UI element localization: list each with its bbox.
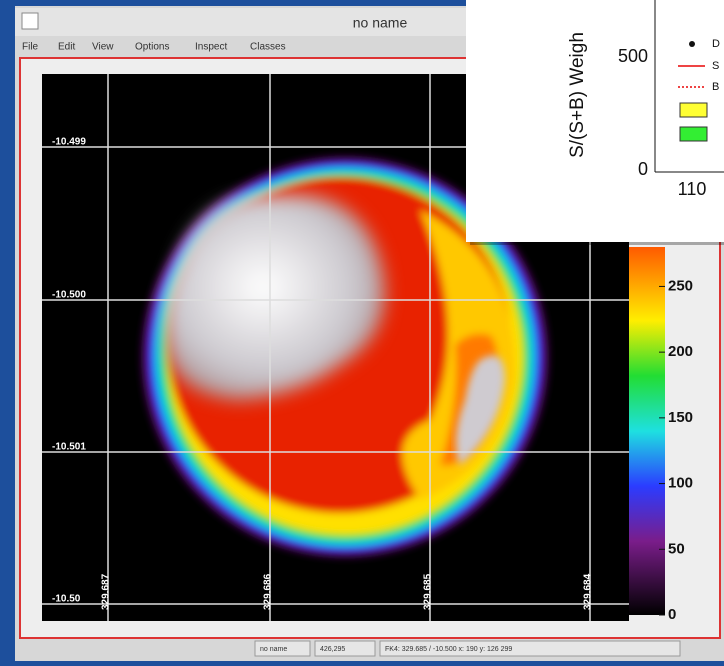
bright-region <box>163 194 385 400</box>
y-coordinate-label: -10.499 <box>52 137 86 148</box>
x-coordinate-label: 329.684 <box>583 573 594 610</box>
colorbar-tick-label: 200 <box>668 343 693 360</box>
menu-item: File <box>22 42 39 53</box>
window-title: no name <box>353 15 408 31</box>
legend-marker <box>679 126 708 142</box>
status-field <box>314 640 376 657</box>
colorbar-tick-label: 50 <box>668 540 685 557</box>
colorbar <box>629 247 665 615</box>
menu-item: Inspect <box>195 42 227 53</box>
colorbar-tick-label: 100 <box>668 475 693 492</box>
y-coordinate-label: -10.500 <box>52 290 86 301</box>
menu-item: View <box>92 42 114 53</box>
y-coordinate-label: -10.50 <box>52 594 81 605</box>
status-text: 426,295 <box>320 646 345 653</box>
legend-marker <box>689 41 695 47</box>
legend-label: S <box>712 60 719 72</box>
inset <box>466 0 724 242</box>
y-coordinate-label: -10.501 <box>52 442 86 453</box>
x-coordinate-label: 329.685 <box>423 573 434 610</box>
legend-label: B <box>712 81 719 93</box>
bright-region <box>456 355 505 465</box>
status-field <box>379 640 681 657</box>
inset-y-tick: 0 <box>638 159 648 179</box>
inset-y-tick: 500 <box>618 46 648 66</box>
x-coordinate-label: 329.687 <box>101 573 112 610</box>
x-coordinate-label: 329.686 <box>263 573 274 610</box>
colorbar-tick-label: 250 <box>668 277 693 294</box>
menu-item: Options <box>135 42 169 53</box>
colorbar-tick-label: 150 <box>668 409 693 426</box>
inset-y-label: S/(S+B) Weigh <box>567 32 588 158</box>
status-text: no name <box>260 646 287 653</box>
status-field <box>254 640 311 657</box>
window-icon <box>21 12 39 30</box>
legend-marker <box>679 102 708 118</box>
menu-item: Classes <box>250 42 286 53</box>
legend-label: D <box>712 38 720 50</box>
colorbar-tick-label: 0 <box>668 606 676 623</box>
inset-x-tick: 110 <box>678 179 707 199</box>
menu-item: Edit <box>58 42 75 53</box>
status-text: FK4: 329.685 / -10.500 x: 190 y: 126 299 <box>385 646 512 653</box>
